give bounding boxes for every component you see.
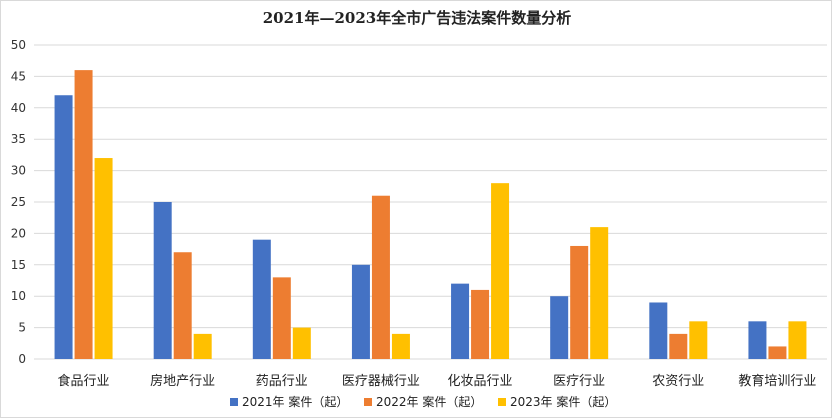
legend-label: 2021年 案件（起） [242,394,348,409]
category-label: 教育培训行业 [738,373,816,389]
bar [351,264,370,359]
category-label: 食品行业 [58,373,110,389]
bar [768,346,787,359]
chart-title: 2021年—2023年全市广告违法案件数量分析 [262,9,572,27]
legend: 2021年 案件（起） 2022年 案件（起） 2023年 案件（起） [230,394,616,409]
legend-swatch [364,398,372,406]
y-tick-label: 45 [11,69,26,83]
bars [54,70,807,360]
bar [788,321,807,359]
legend-label: 2023年 案件（起） [510,394,616,409]
y-tick-label: 15 [11,258,26,272]
bar [272,277,291,359]
bar [94,158,113,359]
legend-swatch [230,398,238,406]
legend-label: 2022年 案件（起） [376,394,482,409]
y-tick-label: 25 [11,195,26,209]
bar [491,183,510,359]
y-tick-label: 35 [11,132,26,146]
bar [550,296,569,359]
bar [748,321,767,359]
bar [193,333,212,359]
category-label: 化妆品行业 [448,374,513,389]
y-tick-label: 40 [11,101,26,115]
bar [570,245,589,359]
category-label: 药品行业 [256,374,308,389]
y-tick-label: 20 [11,226,26,240]
y-tick-label: 0 [18,352,26,366]
category-label: 房地产行业 [150,373,215,389]
bar [153,202,172,359]
category-label: 农资行业 [652,374,704,389]
bar [292,327,311,359]
gridlines [34,44,827,360]
bar [252,239,271,359]
bar [649,302,668,359]
bar [371,195,390,359]
y-tick-label: 50 [11,38,26,52]
legend-swatch [498,398,506,406]
bar [173,252,192,359]
y-tick-label: 30 [11,164,26,178]
x-axis-categories: 食品行业 房地产行业 药品行业 医疗器械行业 化妆品行业 医疗行业 农资行业 教育培训行业 [58,373,817,389]
y-axis-ticks: 0 5 10 15 20 25 30 35 40 45 50 [11,38,26,366]
bar [54,95,73,360]
bar [471,289,490,359]
bar [669,333,688,359]
bar [391,333,410,359]
y-tick-label: 5 [18,321,26,335]
bar [451,283,470,359]
category-label: 医疗器械行业 [342,374,420,389]
bar [590,227,609,359]
bar [689,321,708,359]
bar [74,70,93,360]
category-label: 医疗行业 [553,374,605,389]
y-tick-label: 10 [11,289,26,303]
